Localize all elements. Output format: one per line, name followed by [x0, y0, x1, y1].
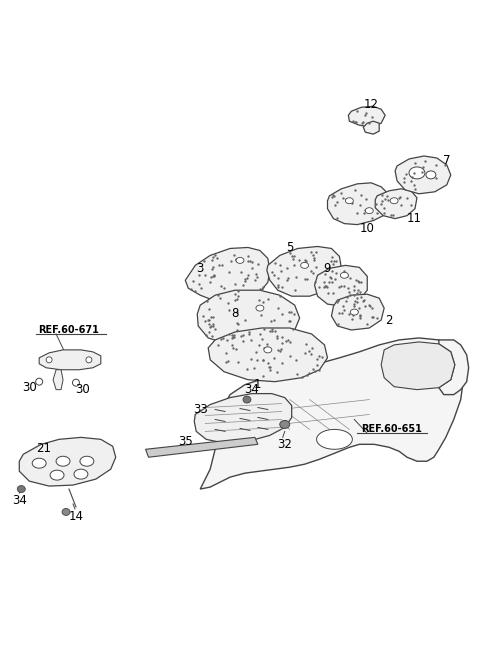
Polygon shape [332, 294, 384, 330]
Ellipse shape [80, 457, 94, 466]
Polygon shape [197, 290, 300, 345]
Ellipse shape [72, 379, 79, 386]
Text: 8: 8 [231, 307, 239, 320]
Text: 14: 14 [69, 510, 84, 523]
Ellipse shape [32, 458, 46, 468]
Ellipse shape [50, 470, 64, 480]
Text: 9: 9 [324, 262, 331, 275]
Polygon shape [395, 156, 451, 194]
Ellipse shape [346, 198, 353, 204]
Ellipse shape [409, 167, 425, 179]
Text: 5: 5 [286, 241, 293, 254]
Ellipse shape [46, 357, 52, 363]
Text: 34: 34 [244, 383, 259, 396]
Polygon shape [185, 248, 270, 302]
Text: 2: 2 [385, 314, 393, 327]
Polygon shape [363, 121, 379, 134]
Text: 3: 3 [196, 262, 204, 275]
Text: 30: 30 [22, 381, 36, 394]
Text: 12: 12 [364, 98, 379, 111]
Ellipse shape [280, 421, 290, 428]
Ellipse shape [350, 309, 358, 315]
Text: 32: 32 [277, 438, 292, 451]
Ellipse shape [264, 347, 272, 353]
Polygon shape [439, 340, 468, 394]
Ellipse shape [340, 272, 348, 278]
Ellipse shape [300, 263, 309, 269]
Polygon shape [200, 338, 464, 489]
Ellipse shape [74, 469, 88, 479]
Polygon shape [53, 370, 63, 390]
Ellipse shape [426, 171, 436, 179]
Text: REF.60-651: REF.60-651 [360, 424, 421, 434]
Polygon shape [348, 106, 385, 127]
Ellipse shape [17, 485, 25, 493]
Ellipse shape [256, 305, 264, 311]
Text: REF.60-671: REF.60-671 [38, 325, 99, 335]
Polygon shape [208, 328, 327, 382]
Polygon shape [381, 342, 455, 390]
Text: 35: 35 [178, 435, 192, 448]
Ellipse shape [236, 257, 244, 263]
Polygon shape [39, 350, 101, 370]
Ellipse shape [36, 378, 43, 385]
Polygon shape [375, 189, 417, 219]
Ellipse shape [243, 396, 251, 403]
Polygon shape [145, 438, 258, 457]
Text: 1: 1 [254, 378, 262, 391]
Text: 30: 30 [75, 383, 90, 396]
Text: 34: 34 [12, 495, 27, 508]
Ellipse shape [365, 208, 373, 214]
Ellipse shape [56, 457, 70, 466]
Polygon shape [19, 438, 116, 486]
Text: 21: 21 [36, 441, 51, 455]
Ellipse shape [62, 508, 70, 515]
Ellipse shape [316, 430, 352, 449]
Polygon shape [267, 246, 341, 296]
Text: 10: 10 [360, 222, 375, 235]
Text: 11: 11 [407, 212, 421, 225]
Polygon shape [194, 394, 292, 443]
Polygon shape [327, 183, 391, 225]
Text: 7: 7 [443, 155, 451, 168]
Ellipse shape [390, 198, 398, 204]
Ellipse shape [86, 357, 92, 363]
Text: 33: 33 [193, 403, 208, 416]
Polygon shape [314, 265, 367, 306]
